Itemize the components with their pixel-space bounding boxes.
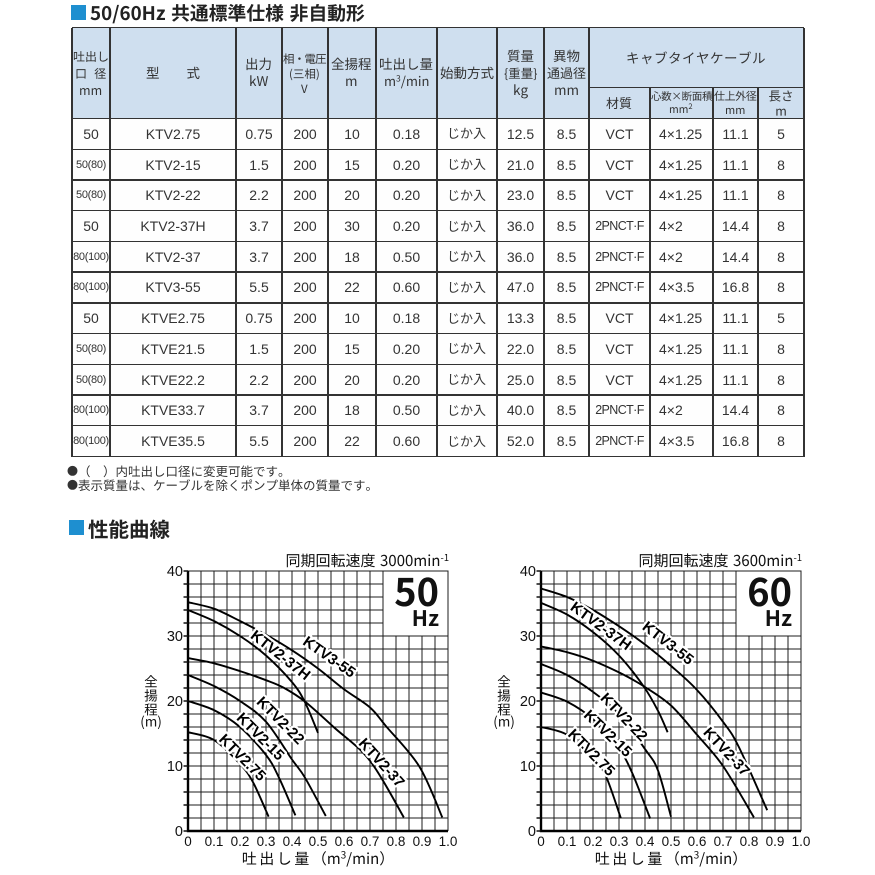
svg-text:0.6: 0.6	[688, 834, 707, 849]
svg-text:0.4: 0.4	[636, 834, 655, 849]
svg-text:KTV2-37H: KTV2-37H	[567, 599, 634, 654]
svg-text:0.3: 0.3	[257, 834, 276, 849]
svg-text:KTV2-37: KTV2-37	[355, 735, 408, 791]
svg-text:1.0: 1.0	[792, 834, 811, 849]
svg-text:0.4: 0.4	[283, 834, 302, 849]
svg-text:0.9: 0.9	[413, 834, 432, 849]
svg-text:20: 20	[520, 694, 536, 710]
svg-text:0.8: 0.8	[387, 834, 406, 849]
svg-text:0: 0	[175, 824, 183, 840]
svg-text:30: 30	[167, 629, 183, 645]
svg-text:0.2: 0.2	[231, 834, 250, 849]
svg-text:30: 30	[520, 629, 536, 645]
svg-text:0.1: 0.1	[558, 834, 577, 849]
svg-text:0.7: 0.7	[714, 834, 733, 849]
svg-text:0.7: 0.7	[361, 834, 380, 849]
svg-text:0.8: 0.8	[740, 834, 759, 849]
svg-text:KTV3-55: KTV3-55	[639, 618, 697, 668]
svg-text:0.9: 0.9	[766, 834, 785, 849]
svg-text:0: 0	[184, 834, 192, 849]
svg-text:40: 40	[167, 564, 183, 580]
svg-text:0.1: 0.1	[205, 834, 224, 849]
svg-text:0.5: 0.5	[309, 834, 328, 849]
svg-text:0.2: 0.2	[584, 834, 603, 849]
svg-text:10: 10	[520, 759, 536, 775]
svg-text:0.6: 0.6	[335, 834, 354, 849]
svg-text:10: 10	[167, 759, 183, 775]
svg-text:0.3: 0.3	[610, 834, 629, 849]
svg-text:40: 40	[520, 564, 536, 580]
svg-text:0.5: 0.5	[662, 834, 681, 849]
svg-text:0: 0	[537, 834, 545, 849]
svg-text:1.0: 1.0	[439, 834, 458, 849]
svg-text:0: 0	[528, 824, 536, 840]
svg-text:20: 20	[167, 694, 183, 710]
